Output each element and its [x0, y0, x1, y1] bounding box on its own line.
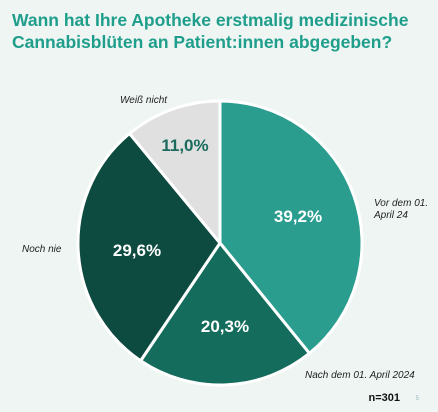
pie-slice-nach-dem [139, 241, 311, 387]
pie-slice-weiss-nicht [128, 99, 222, 245]
slice-value-noch-nie: 29,6% [112, 241, 162, 260]
slice-label-noch-nie: Noch nie [22, 244, 62, 255]
chart-title: Wann hat Ihre Apotheke erstmalig medizin… [12, 9, 432, 53]
chart-title-line-2: Cannabisblüten an Patient:innen abgegebe… [12, 32, 393, 52]
pie-slice-noch-nie [76, 132, 222, 363]
page-number: 5 [415, 396, 419, 402]
slice-value-nach-dem: 20,3% [200, 317, 250, 336]
slice-value-weiss-nicht: 11,0% [161, 136, 209, 155]
slice-label-vor-dem: Vor dem 01. April 24 [374, 198, 429, 221]
chart-title-line-1: Wann hat Ihre Apotheke erstmalig medizin… [12, 10, 409, 30]
slice-label-weiss-nicht: Weiß nicht [120, 95, 168, 106]
sample-size-label: n=301 [368, 392, 401, 404]
slice-value-vor-dem: 39,2% [273, 207, 323, 226]
slice-label-nach-dem: Nach dem 01. April 2024 [305, 370, 415, 381]
pie-slice-vor-dem [218, 99, 364, 355]
